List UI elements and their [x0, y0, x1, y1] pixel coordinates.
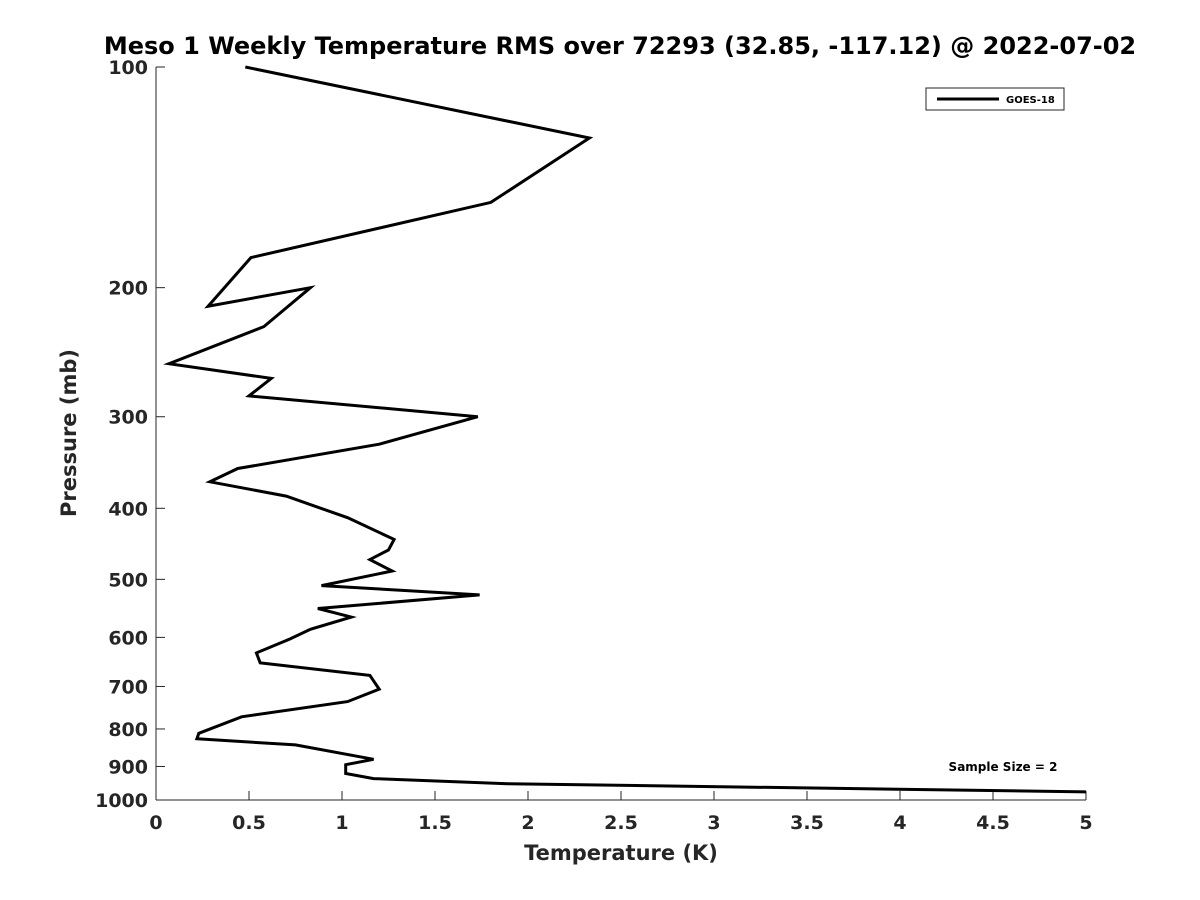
y-tick-label: 300	[108, 407, 148, 429]
y-tick-label: 500	[108, 569, 148, 591]
y-tick-label: 400	[108, 498, 148, 520]
y-tick-label: 800	[108, 719, 148, 741]
x-ticks: 0 0.5 1 1.5 2 2.5 3 3.5 4 4.5 5	[149, 791, 1093, 834]
y-ticks: 100 200 300 400 500 600 700 800 900 1000	[95, 57, 165, 812]
x-tick-label: 0.5	[232, 812, 266, 834]
y-tick-label: 200	[108, 278, 148, 300]
x-tick-label: 3.5	[790, 812, 824, 834]
y-axis-label: Pressure (mb)	[57, 349, 81, 517]
y-tick-label: 100	[108, 57, 148, 79]
x-tick-label: 3	[707, 812, 720, 834]
x-tick-label: 4	[893, 812, 906, 834]
y-tick-label: 600	[108, 627, 148, 649]
legend-label: GOES-18	[1006, 95, 1055, 106]
x-tick-label: 0	[149, 812, 162, 834]
y-tick-label: 900	[108, 756, 148, 778]
chart-title: Meso 1 Weekly Temperature RMS over 72293…	[104, 32, 1136, 60]
legend: GOES-18	[925, 87, 1065, 111]
x-tick-label: 5	[1079, 812, 1092, 834]
x-tick-label: 1.5	[418, 812, 452, 834]
y-tick-label: 700	[108, 676, 148, 698]
sample-size-annotation: Sample Size = 2	[949, 760, 1058, 774]
x-axis-label: Temperature (K)	[524, 841, 718, 865]
x-tick-label: 2	[521, 812, 534, 834]
series-layer	[163, 65, 1087, 794]
x-tick-label: 1	[335, 812, 348, 834]
series-line-goes-18	[163, 65, 1087, 794]
plot-area	[156, 67, 1086, 800]
x-tick-label: 4.5	[976, 812, 1010, 834]
y-tick-label: 1000	[95, 790, 148, 812]
x-tick-label: 2.5	[604, 812, 638, 834]
